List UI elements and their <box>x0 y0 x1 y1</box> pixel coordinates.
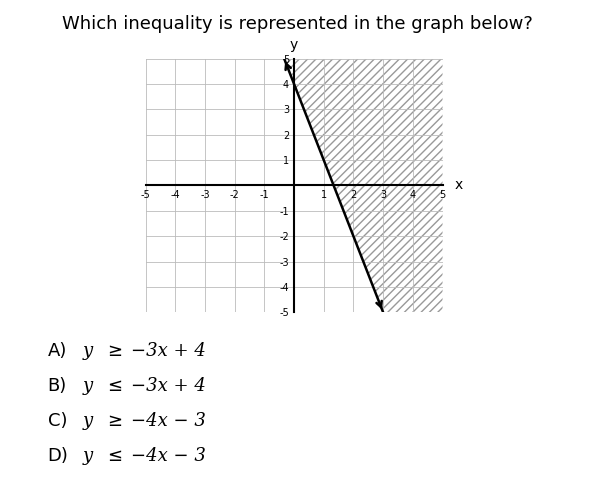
Text: −3x + 4: −3x + 4 <box>131 377 206 395</box>
Text: B): B) <box>48 377 67 395</box>
Text: D): D) <box>48 447 68 465</box>
Text: Which inequality is represented in the graph below?: Which inequality is represented in the g… <box>62 15 532 33</box>
Text: ≤: ≤ <box>107 377 122 395</box>
Text: y: y <box>83 447 93 465</box>
Text: −4x − 3: −4x − 3 <box>131 412 206 430</box>
Text: C): C) <box>48 412 67 430</box>
Text: ≤: ≤ <box>107 447 122 465</box>
Text: −3x + 4: −3x + 4 <box>131 342 206 360</box>
Text: A): A) <box>48 342 67 360</box>
Text: ≥: ≥ <box>107 342 122 360</box>
Text: y: y <box>83 342 93 360</box>
Text: ≥: ≥ <box>107 412 122 430</box>
Text: −4x − 3: −4x − 3 <box>131 447 206 465</box>
Text: y: y <box>83 377 93 395</box>
Text: y: y <box>83 412 93 430</box>
Text: y: y <box>290 38 298 52</box>
Text: x: x <box>455 179 463 192</box>
